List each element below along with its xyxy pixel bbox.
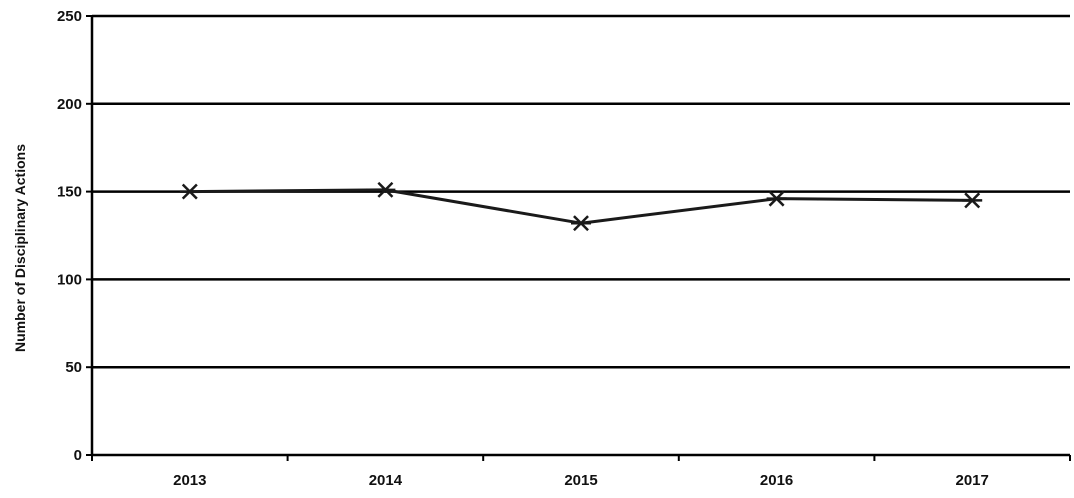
data-point-2016 bbox=[766, 190, 787, 207]
x-tick-label-2015: 2015 bbox=[564, 472, 597, 489]
x-tick-label-2017: 2017 bbox=[956, 472, 989, 489]
data-point-2017 bbox=[962, 192, 983, 209]
tick-labels: 0 50 100 150 200 250 2013 2014 2015 2016 2017 bbox=[57, 8, 989, 489]
marker-stroke-2 bbox=[377, 181, 394, 198]
x-tick-label-2014: 2014 bbox=[369, 472, 403, 489]
data-point-2013 bbox=[179, 183, 200, 200]
y-tick-label-250: 250 bbox=[57, 8, 82, 25]
axes bbox=[86, 15, 1071, 461]
data-point-2015 bbox=[571, 215, 591, 232]
y-tick-label-150: 150 bbox=[57, 184, 82, 201]
y-tick-label-200: 200 bbox=[57, 96, 82, 113]
marker-stroke-2 bbox=[181, 183, 198, 200]
series bbox=[179, 181, 983, 232]
x-tick-label-2013: 2013 bbox=[173, 472, 206, 489]
marker-stroke-2 bbox=[573, 215, 589, 232]
x-tick-label-2016: 2016 bbox=[760, 472, 793, 489]
y-tick-label-50: 50 bbox=[65, 359, 82, 376]
marker-stroke-2 bbox=[768, 190, 785, 207]
marker-stroke-2 bbox=[964, 192, 981, 209]
y-axis-title: Number of Disciplinary Actions bbox=[12, 144, 28, 352]
y-tick-label-0: 0 bbox=[74, 447, 82, 464]
series-0-line bbox=[189, 188, 973, 225]
data-point-2014 bbox=[375, 181, 396, 198]
y-tick-label-100: 100 bbox=[57, 271, 82, 288]
